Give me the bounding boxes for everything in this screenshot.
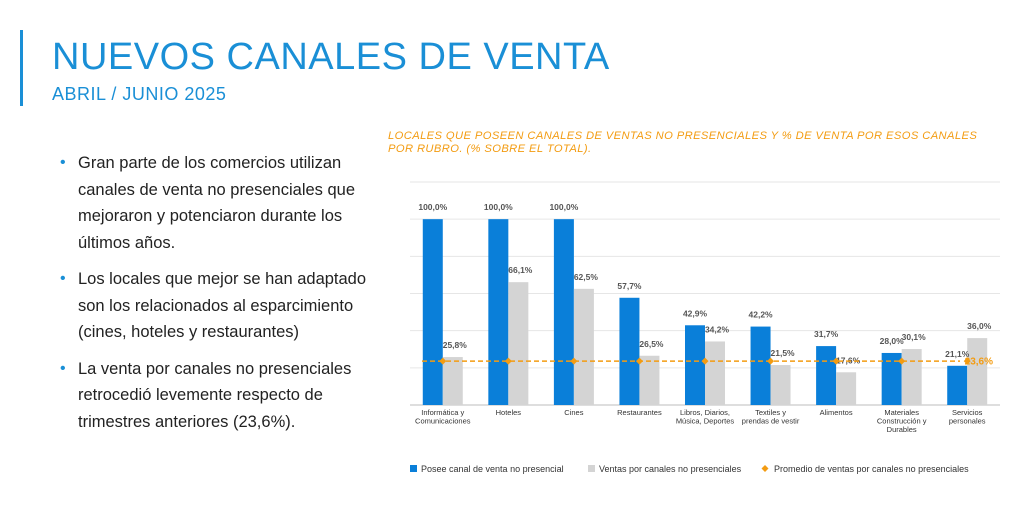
x-tick-label: Libros, Diarios,	[680, 408, 730, 417]
data-label-series-2: 26,5%	[639, 339, 664, 349]
bar-series-1	[881, 352, 902, 405]
bar-series-2	[836, 372, 857, 405]
average-marker	[963, 357, 971, 365]
data-label-series-1: 100,0%	[418, 202, 447, 212]
bar-series-2	[705, 341, 725, 405]
bullet-dot-icon: •	[60, 154, 66, 171]
data-label-series-1: 28,0%	[880, 336, 905, 346]
data-label-series-2: 66,1%	[508, 265, 533, 275]
bar-series-2	[508, 282, 529, 405]
data-label-series-2: 30,1%	[902, 332, 927, 342]
x-tick-label: Cines	[564, 408, 583, 417]
bar-series-1	[947, 365, 968, 405]
x-tick-label: Construcción y	[877, 417, 927, 426]
legend-marker-average	[761, 465, 769, 472]
average-marker	[504, 357, 512, 365]
bar-series-2	[901, 349, 922, 405]
x-tick-label: Textiles y	[755, 408, 786, 417]
bar-series-1	[488, 219, 509, 405]
bar-series-2	[967, 338, 988, 405]
x-tick-label: Música, Deportes	[676, 417, 735, 426]
bullet-item: • Gran parte de los comercios utilizan ca…	[60, 150, 380, 256]
average-marker	[701, 357, 709, 365]
x-tick-label: prendas de vestir	[742, 417, 800, 426]
data-label-series-1: 57,7%	[617, 281, 642, 291]
page-subtitle: ABRIL / JUNIO 2025	[52, 84, 227, 104]
bullet-text: Los locales que mejor se han adaptado so…	[78, 270, 367, 341]
x-tick-label: Durables	[887, 425, 917, 434]
x-tick-label: Comunicaciones	[415, 417, 471, 426]
bar-series-2	[573, 288, 594, 405]
x-tick-label: Informática y	[421, 408, 464, 417]
bar-series-2	[442, 357, 463, 405]
data-label-series-1: 42,2%	[749, 310, 774, 320]
bar-series-2	[770, 365, 791, 405]
data-label-series-1: 21,1%	[945, 349, 970, 359]
data-label-series-2: 36,0%	[967, 321, 992, 331]
bar-series-2	[639, 355, 660, 405]
chart-title: LOCALES QUE POSEEN CANALES DE VENTAS NO …	[388, 130, 978, 155]
x-tick-label: Restaurantes	[617, 408, 662, 417]
bar-series-1	[553, 219, 574, 405]
page-title: NUEVOS CANALES DE VENTA	[52, 36, 610, 78]
data-label-series-1: 31,7%	[814, 329, 839, 339]
bullet-list: • Gran parte de los comercios utilizan ca…	[60, 150, 380, 445]
x-tick-label: Alimentos	[820, 408, 853, 417]
average-label: 23,6%	[965, 357, 993, 368]
average-marker	[767, 357, 775, 365]
x-tick-label: Servicios	[952, 408, 983, 417]
x-tick-label: Hoteles	[496, 408, 522, 417]
data-label-series-2: 25,8%	[443, 340, 468, 350]
data-label-series-2: 34,2%	[705, 324, 730, 334]
legend-swatch-series-2	[588, 465, 595, 472]
title-accent-bar	[20, 30, 23, 106]
bullet-dot-icon: •	[60, 270, 66, 287]
bar-series-1	[422, 219, 443, 405]
x-tick-label: Materiales	[884, 408, 919, 417]
bullet-text: La venta por canales no presenciales ret…	[78, 359, 352, 431]
data-label-series-1: 100,0%	[484, 202, 513, 212]
bullet-item: • La venta por canales no presenciales re…	[60, 356, 380, 436]
x-tick-label: personales	[949, 417, 986, 426]
bar-series-1	[619, 297, 640, 405]
bullet-text: Gran parte de los comercios utilizan can…	[78, 154, 356, 252]
bar-series-1	[685, 325, 705, 405]
legend-swatch-series-1	[410, 465, 417, 472]
average-marker	[570, 357, 578, 365]
bullet-dot-icon: •	[60, 359, 66, 377]
average-marker	[635, 357, 643, 365]
data-label-series-1: 100,0%	[549, 202, 578, 212]
average-marker	[832, 357, 840, 365]
bar-series-1	[816, 346, 837, 405]
data-label-series-2: 21,5%	[771, 348, 796, 358]
average-marker	[439, 357, 447, 365]
data-label-series-1: 42,9%	[683, 308, 708, 318]
average-marker	[898, 357, 906, 365]
legend-label-series-2: Ventas por canales no presenciales	[599, 464, 742, 474]
bar-series-1	[750, 326, 771, 405]
legend-label-average: Promedio de ventas por canales no presen…	[774, 464, 969, 474]
data-label-series-2: 17,6%	[836, 355, 861, 365]
bullet-item: • Los locales que mejor se han adaptado s…	[60, 266, 380, 346]
legend-label-series-1: Posee canal de venta no presencial	[421, 464, 564, 474]
data-label-series-2: 62,5%	[574, 272, 599, 282]
